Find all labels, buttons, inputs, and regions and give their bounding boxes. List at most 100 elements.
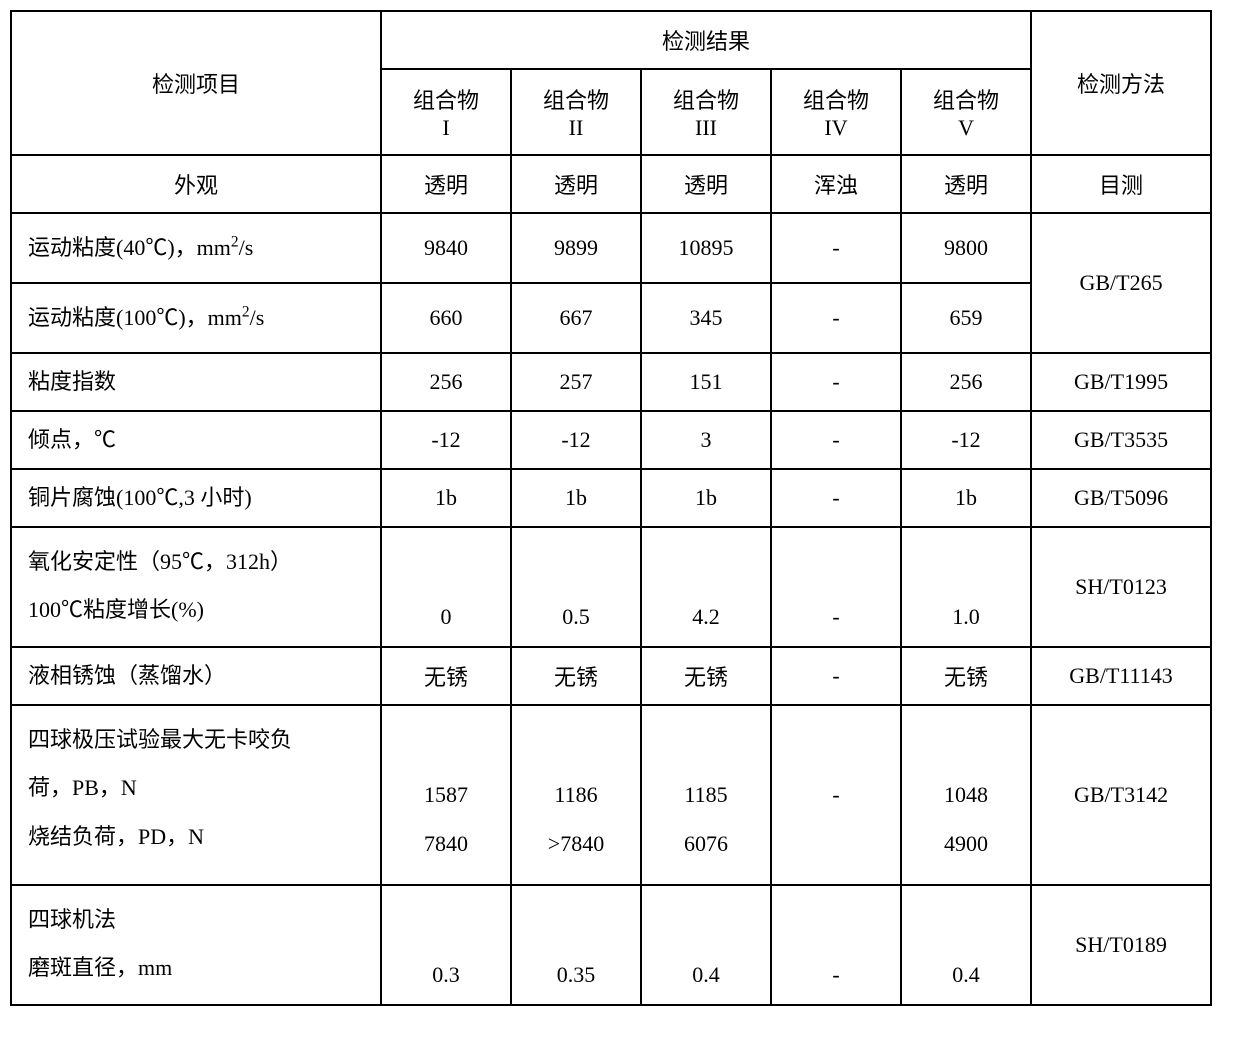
fbep-c2-l2: >7840 <box>512 820 640 868</box>
header-row-1: 检测项目 检测结果 检测方法 <box>11 11 1211 69</box>
vi-c3: 151 <box>641 353 771 411</box>
header-comp-5: 组合物 V <box>901 69 1031 155</box>
comp2-bot: II <box>569 115 584 140</box>
fbep-c2-l1: 1186 <box>512 771 640 819</box>
fbep-l1: 四球极压试验最大无卡咬负 <box>28 716 380 764</box>
row-fourball-ep: 四球极压试验最大无卡咬负 荷，PB，N 烧结负荷，PD，N 1587 7840 … <box>11 705 1211 885</box>
pour-label: 倾点，℃ <box>11 411 381 469</box>
row-kv100: 运动粘度(100℃)，mm2/s 660 667 345 - 659 <box>11 283 1211 353</box>
kv100-c3: 345 <box>641 283 771 353</box>
appearance-c5: 透明 <box>901 155 1031 213</box>
pour-c5: -12 <box>901 411 1031 469</box>
vi-c1: 256 <box>381 353 511 411</box>
oxid-c3: 4.2 <box>641 527 771 647</box>
vi-label: 粘度指数 <box>11 353 381 411</box>
fbep-c5-l2: 4900 <box>902 820 1030 868</box>
header-results: 检测结果 <box>381 11 1031 69</box>
copper-c3: 1b <box>641 469 771 527</box>
kv100-c2: 667 <box>511 283 641 353</box>
pour-c4: - <box>771 411 901 469</box>
pour-c1: -12 <box>381 411 511 469</box>
oxid-method: SH/T0123 <box>1031 527 1211 647</box>
oxid-c5: 1.0 <box>901 527 1031 647</box>
copper-c4: - <box>771 469 901 527</box>
kv40-c3: 10895 <box>641 213 771 283</box>
comp1-bot: I <box>442 115 449 140</box>
comp3-top: 组合物 <box>673 88 739 113</box>
fbw-c4: - <box>771 885 901 1005</box>
fbep-c1-l1: 1587 <box>382 771 510 819</box>
row-copper: 铜片腐蚀(100℃,3 小时) 1b 1b 1b - 1b GB/T5096 <box>11 469 1211 527</box>
oxid-c4: - <box>771 527 901 647</box>
fbep-c3-l1: 1185 <box>642 771 770 819</box>
fbw-method: SH/T0189 <box>1031 885 1211 1005</box>
kv40-c1: 9840 <box>381 213 511 283</box>
header-comp-3: 组合物 III <box>641 69 771 155</box>
kv40-c4: - <box>771 213 901 283</box>
fbep-method: GB/T3142 <box>1031 705 1211 885</box>
fbep-c3-l2: 6076 <box>642 820 770 868</box>
copper-c2: 1b <box>511 469 641 527</box>
appearance-c1: 透明 <box>381 155 511 213</box>
kv40-suffix: /s <box>239 235 254 260</box>
copper-c5: 1b <box>901 469 1031 527</box>
row-appearance: 外观 透明 透明 透明 浑浊 透明 目测 <box>11 155 1211 213</box>
fbw-c3: 0.4 <box>641 885 771 1005</box>
rust-c5: 无锈 <box>901 647 1031 705</box>
comp5-bot: V <box>958 115 974 140</box>
fbep-c5-l1: 1048 <box>902 771 1030 819</box>
appearance-c2: 透明 <box>511 155 641 213</box>
appearance-method: 目测 <box>1031 155 1211 213</box>
fourball-wear-label: 四球机法 磨斑直径，mm <box>11 885 381 1005</box>
oxid-label: 氧化安定性（95℃，312h） 100℃粘度增长(%) <box>11 527 381 647</box>
rust-c4: - <box>771 647 901 705</box>
header-item: 检测项目 <box>11 11 381 155</box>
kv100-suffix: /s <box>250 305 265 330</box>
kv100-c1: 660 <box>381 283 511 353</box>
results-table: 检测项目 检测结果 检测方法 组合物 I 组合物 II 组合物 III 组合物 … <box>10 10 1212 1006</box>
comp1-top: 组合物 <box>413 88 479 113</box>
pour-c3: 3 <box>641 411 771 469</box>
row-vi: 粘度指数 256 257 151 - 256 GB/T1995 <box>11 353 1211 411</box>
fbep-c2: 1186 >7840 <box>511 705 641 885</box>
rust-c3: 无锈 <box>641 647 771 705</box>
appearance-c4: 浑浊 <box>771 155 901 213</box>
kv100-c5: 659 <box>901 283 1031 353</box>
rust-method: GB/T11143 <box>1031 647 1211 705</box>
pour-c2: -12 <box>511 411 641 469</box>
header-comp-1: 组合物 I <box>381 69 511 155</box>
kv100-sup: 2 <box>242 304 250 321</box>
header-comp-4: 组合物 IV <box>771 69 901 155</box>
kv40-c5: 9800 <box>901 213 1031 283</box>
row-fourball-wear: 四球机法 磨斑直径，mm 0.3 0.35 0.4 - 0.4 SH/T0189 <box>11 885 1211 1005</box>
comp4-bot: IV <box>824 115 847 140</box>
copper-c1: 1b <box>381 469 511 527</box>
appearance-c3: 透明 <box>641 155 771 213</box>
row-kv40: 运动粘度(40℃)，mm2/s 9840 9899 10895 - 9800 G… <box>11 213 1211 283</box>
fourball-ep-label: 四球极压试验最大无卡咬负 荷，PB，N 烧结负荷，PD，N <box>11 705 381 885</box>
kv40-c2: 9899 <box>511 213 641 283</box>
kv100-prefix: 运动粘度(100℃)，mm <box>28 305 242 330</box>
fbw-c1: 0.3 <box>381 885 511 1005</box>
vi-method: GB/T1995 <box>1031 353 1211 411</box>
fbw-l1: 四球机法 <box>28 896 380 944</box>
oxid-l2: 100℃粘度增长(%) <box>28 586 380 634</box>
fbw-c5: 0.4 <box>901 885 1031 1005</box>
oxid-l1: 氧化安定性（95℃，312h） <box>28 538 380 586</box>
comp5-top: 组合物 <box>933 88 999 113</box>
kv100-label: 运动粘度(100℃)，mm2/s <box>11 283 381 353</box>
copper-method: GB/T5096 <box>1031 469 1211 527</box>
fbw-c2: 0.35 <box>511 885 641 1005</box>
fbep-l2: 荷，PB，N <box>28 764 380 812</box>
rust-c1: 无锈 <box>381 647 511 705</box>
vi-c5: 256 <box>901 353 1031 411</box>
header-method: 检测方法 <box>1031 11 1211 155</box>
header-comp-2: 组合物 II <box>511 69 641 155</box>
rust-c2: 无锈 <box>511 647 641 705</box>
rust-label: 液相锈蚀（蒸馏水） <box>11 647 381 705</box>
row-rust: 液相锈蚀（蒸馏水） 无锈 无锈 无锈 - 无锈 GB/T11143 <box>11 647 1211 705</box>
comp3-bot: III <box>695 115 717 140</box>
fbep-c3: 1185 6076 <box>641 705 771 885</box>
kv40-sup: 2 <box>231 234 239 251</box>
fbep-c5: 1048 4900 <box>901 705 1031 885</box>
